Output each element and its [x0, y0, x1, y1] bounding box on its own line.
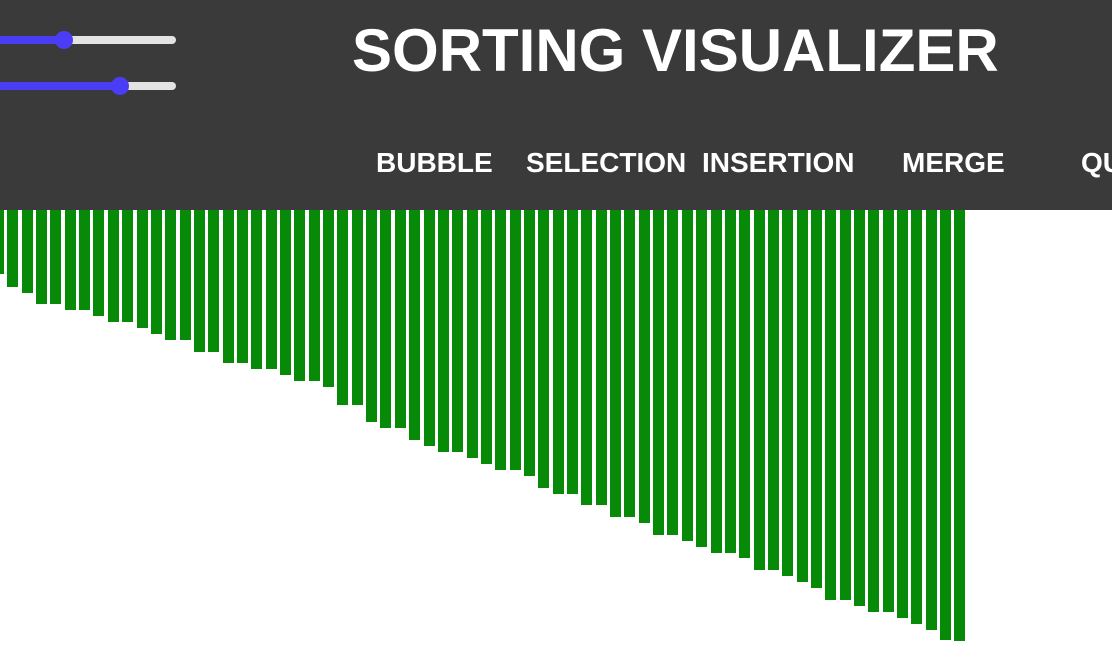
- array-bar: [481, 210, 492, 464]
- array-bar: [711, 210, 722, 553]
- array-bar: [194, 210, 205, 352]
- array-bar: [409, 210, 420, 440]
- array-bar: [280, 210, 291, 375]
- array-bar: [0, 210, 4, 274]
- array-bar: [294, 210, 305, 381]
- array-bar: [266, 210, 277, 369]
- array-bar: [696, 210, 707, 547]
- array-size-slider-fill: [0, 36, 65, 44]
- array-bar: [108, 210, 119, 322]
- array-bar: [165, 210, 176, 340]
- array-bar: [739, 210, 750, 558]
- merge-sort-button[interactable]: MERGE: [902, 147, 1005, 178]
- array-bar: [682, 210, 693, 541]
- array-bar: [309, 210, 320, 381]
- array-bar: [538, 210, 549, 488]
- array-bar: [624, 210, 635, 517]
- array-bars-container: [0, 210, 1112, 663]
- array-bar: [782, 210, 793, 576]
- array-bar: [567, 210, 578, 494]
- array-bar: [553, 210, 564, 494]
- array-bar: [380, 210, 391, 428]
- array-bar: [50, 210, 61, 304]
- array-bar: [883, 210, 894, 612]
- array-bar: [251, 210, 262, 369]
- array-bar: [22, 210, 33, 293]
- speed-slider[interactable]: [0, 77, 176, 95]
- bubble-sort-button[interactable]: BUBBLE: [376, 147, 493, 178]
- array-bar: [137, 210, 148, 328]
- array-bar: [940, 210, 951, 640]
- array-bar: [639, 210, 650, 523]
- array-bar: [653, 210, 664, 535]
- array-bar: [223, 210, 234, 363]
- selection-sort-button[interactable]: SELECTION: [526, 147, 687, 178]
- array-bar: [797, 210, 808, 582]
- array-bar: [610, 210, 621, 517]
- array-bar: [122, 210, 133, 322]
- array-bar: [725, 210, 736, 553]
- array-bar: [180, 210, 191, 340]
- array-bar: [467, 210, 478, 458]
- array-bar: [7, 210, 18, 287]
- array-bar: [93, 210, 104, 316]
- array-bar: [854, 210, 865, 606]
- array-bar: [868, 210, 879, 612]
- array-bar: [524, 210, 535, 476]
- speed-slider-fill: [0, 82, 121, 90]
- array-size-slider-thumb[interactable]: [55, 31, 74, 49]
- array-bar: [897, 210, 908, 618]
- array-bar: [36, 210, 47, 304]
- array-bar: [208, 210, 219, 352]
- array-bar: [151, 210, 162, 334]
- array-bar: [926, 210, 937, 630]
- insertion-sort-button[interactable]: INSERTION: [702, 147, 855, 178]
- array-bar: [366, 210, 377, 422]
- header: SORTING VISUALIZER BUBBLE SELECTION INSE…: [0, 0, 1112, 210]
- array-bar: [911, 210, 922, 624]
- array-bar: [768, 210, 779, 570]
- array-size-slider[interactable]: [0, 31, 176, 49]
- quick-sort-button[interactable]: QUICK: [1081, 146, 1112, 180]
- array-bar: [754, 210, 765, 570]
- array-bar: [237, 210, 248, 363]
- array-bar: [438, 210, 449, 452]
- array-bar: [452, 210, 463, 452]
- page-title: SORTING VISUALIZER: [352, 17, 999, 84]
- array-bar: [395, 210, 406, 428]
- array-bar: [79, 210, 90, 310]
- array-bar: [581, 210, 592, 505]
- array-bar: [323, 210, 334, 387]
- array-bar: [667, 210, 678, 535]
- array-bar: [825, 210, 836, 600]
- array-bar: [596, 210, 607, 505]
- array-bar: [510, 210, 521, 470]
- array-bar: [352, 210, 363, 405]
- array-bar: [840, 210, 851, 600]
- array-bar: [954, 210, 965, 641]
- array-bar: [65, 210, 76, 310]
- array-bar: [337, 210, 348, 405]
- speed-slider-thumb[interactable]: [111, 77, 130, 95]
- array-bar: [495, 210, 506, 470]
- array-bar: [424, 210, 435, 446]
- array-bar: [811, 210, 822, 588]
